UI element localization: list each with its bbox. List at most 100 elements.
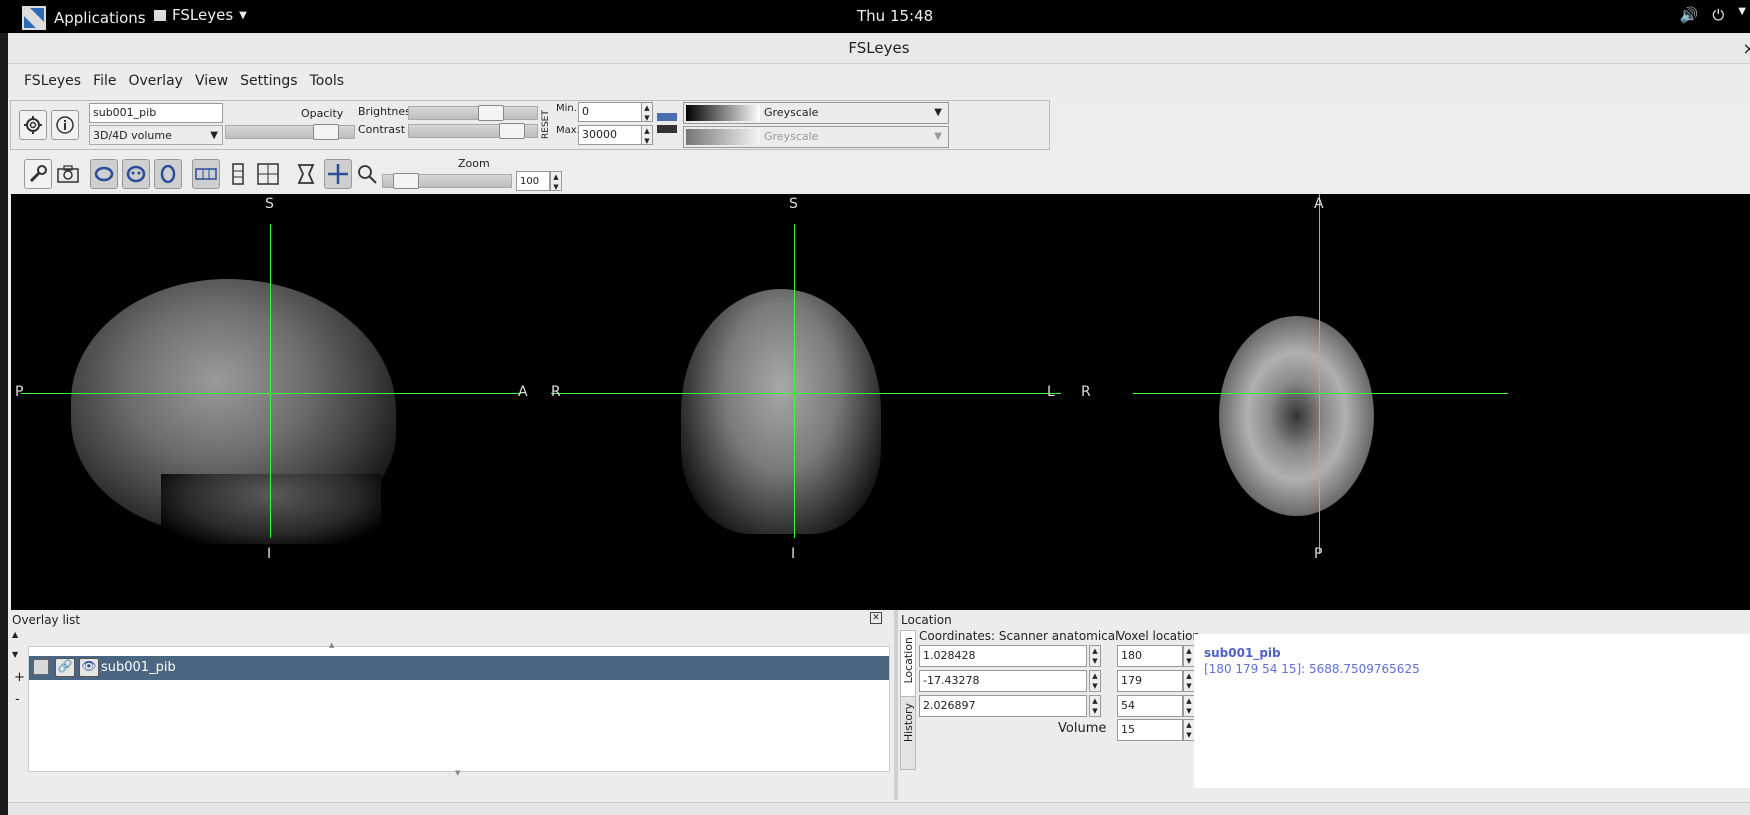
toggle-sagittal-button[interactable] (90, 159, 118, 189)
window-titlebar: FSLeyes × (8, 33, 1750, 64)
eye-icon[interactable]: 👁 (79, 658, 99, 677)
reset-button[interactable]: RESET (541, 103, 553, 147)
voxel-z-field[interactable]: 54 (1117, 695, 1183, 717)
sagittal-label-left: P (15, 384, 24, 400)
panel-splitter[interactable] (894, 610, 898, 800)
colormap-name: Greyscale (764, 106, 819, 119)
coord-x-field[interactable]: 1.028428 (919, 645, 1087, 667)
overlay-display-toolbar: sub001_pib 3D/4D volume ▼ Opacity Bright… (10, 100, 1050, 150)
coord-x-spinner[interactable]: ▲ ▼ (1089, 645, 1101, 667)
app-switcher-label: FSLeyes (172, 6, 234, 24)
window-title: FSLeyes (848, 39, 910, 57)
app-switcher-menu[interactable]: FSLeyes ▼ (154, 6, 247, 24)
screenshot-button[interactable] (54, 159, 82, 189)
overlay-list-item[interactable]: 🔗 👁 sub001_pib (29, 656, 889, 680)
brightness-slider[interactable] (408, 105, 538, 121)
sagittal-cursor-horizontal (21, 393, 521, 394)
vertical-layout-icon (232, 163, 244, 185)
sagittal-label-bottom: I (267, 546, 272, 562)
chevron-down-icon[interactable]: ▼ (1738, 6, 1746, 17)
menu-settings[interactable]: Settings (240, 73, 298, 89)
tab-history[interactable]: History (901, 697, 915, 763)
menu-fsleyes[interactable]: FSLeyes (24, 73, 82, 89)
zoom-slider-thumb[interactable] (393, 173, 420, 189)
negative-colormap-select[interactable]: Greyscale ▼ (683, 126, 949, 148)
overlay-type-value: 3D/4D volume (93, 129, 172, 142)
close-window-button[interactable]: × (1742, 39, 1750, 58)
volume-icon[interactable]: 🔊 (1679, 6, 1699, 24)
overlay-list[interactable]: ▲ 🔗 👁 sub001_pib ▼ (28, 641, 890, 777)
zoom-label: Zoom (458, 157, 490, 170)
caret-down-icon: ▼ (239, 9, 247, 21)
overlay-type-select[interactable]: 3D/4D volume ▼ (89, 125, 223, 145)
location-title: Location (901, 613, 952, 627)
brightness-slider-thumb[interactable] (478, 105, 505, 121)
ortho-toolbar: Zoom 100 ▲ ▼ (10, 155, 620, 193)
layout-horizontal-button[interactable] (192, 159, 220, 189)
coord-z-spinner[interactable]: ▲ ▼ (1089, 695, 1101, 717)
scroll-up-icon[interactable]: ▲ (329, 641, 335, 649)
dropdown-arrow-icon: ▼ (934, 131, 942, 142)
close-overlay-list-button[interactable]: ✕ (870, 612, 882, 624)
toggle-cursor-button[interactable] (324, 159, 352, 189)
view-settings-button[interactable] (24, 159, 52, 189)
contrast-slider[interactable] (408, 123, 538, 139)
fsleyes-window: FSLeyes × FSLeyes File Overlay View Sett… (8, 33, 1750, 815)
coord-y-spinner[interactable]: ▲ ▼ (1089, 670, 1101, 692)
sagittal-view[interactable]: S I P A (11, 194, 551, 610)
tab-location[interactable]: Location (901, 631, 915, 697)
coronal-view[interactable]: S I R L (551, 194, 1081, 610)
menu-tools[interactable]: Tools (309, 73, 345, 89)
menu-overlay[interactable]: Overlay (128, 73, 183, 89)
link-icon[interactable]: 🔗 (55, 658, 75, 677)
min-field[interactable]: 0 (578, 102, 642, 122)
save-icon[interactable] (33, 659, 49, 675)
axial-label-left: R (1081, 384, 1091, 400)
contrast-label: Contrast (358, 123, 406, 136)
movie-mode-button[interactable] (292, 159, 320, 189)
layout-vertical-button[interactable] (224, 159, 252, 189)
opacity-slider[interactable] (225, 124, 355, 140)
clock[interactable]: Thu 15:48 (857, 7, 934, 25)
toggle-coronal-button[interactable] (122, 159, 150, 189)
menu-view[interactable]: View (194, 73, 229, 89)
opacity-slider-thumb[interactable] (312, 124, 339, 140)
volume-field[interactable]: 15 (1117, 719, 1183, 741)
move-up-button[interactable]: ▲ (12, 630, 19, 639)
min-spinner[interactable]: ▲ ▼ (641, 102, 653, 122)
bottom-panels: Overlay list ✕ ▲ ▼ + - ▲ 🔗 👁 sub001_pib … (8, 610, 1750, 800)
zoom-field[interactable]: 100 (516, 171, 550, 191)
coord-y-field[interactable]: -17.43278 (919, 670, 1087, 692)
voxel-y-spinner[interactable]: ▲ ▼ (1183, 670, 1195, 692)
zoom-spinner[interactable]: ▲ ▼ (550, 171, 562, 191)
overlay-item-name: sub001_pib (101, 660, 176, 675)
remove-overlay-button[interactable]: - (15, 692, 20, 707)
min-label: Min. (556, 103, 577, 114)
zoom-slider[interactable] (382, 173, 512, 189)
layout-grid-button[interactable] (254, 159, 282, 189)
axial-view[interactable]: R A P (1081, 194, 1750, 610)
ortho-view-canvas[interactable]: S I P A S I R L R A P (11, 194, 1750, 610)
power-icon[interactable]: ⏻ (1712, 6, 1725, 24)
system-tray[interactable]: 🔊 ⏻ ▼ (1680, 6, 1746, 24)
max-field[interactable]: 30000 (578, 125, 642, 145)
colormap-select[interactable]: Greyscale ▼ (683, 102, 949, 124)
settings-button[interactable] (19, 110, 47, 140)
contrast-slider-thumb[interactable] (498, 123, 525, 139)
menu-file[interactable]: File (93, 73, 117, 89)
move-down-button[interactable]: ▼ (12, 650, 19, 659)
voxel-x-field[interactable]: 180 (1117, 645, 1183, 667)
coord-z-field[interactable]: 2.026897 (919, 695, 1087, 717)
info-button[interactable] (51, 110, 79, 140)
scroll-down-icon[interactable]: ▼ (455, 769, 461, 777)
invert-cmap-button[interactable] (656, 111, 678, 137)
applications-menu[interactable]: Applications (22, 6, 146, 30)
zoom-icon-button[interactable] (356, 163, 378, 185)
volume-spinner[interactable]: ▲ ▼ (1183, 719, 1195, 741)
max-spinner[interactable]: ▲ ▼ (641, 125, 653, 145)
add-overlay-button[interactable]: + (14, 670, 25, 685)
toggle-axial-button[interactable] (154, 159, 182, 189)
opacity-label: Opacity (301, 107, 344, 120)
voxel-y-field[interactable]: 179 (1117, 670, 1183, 692)
overlay-name-field[interactable]: sub001_pib (89, 103, 223, 123)
